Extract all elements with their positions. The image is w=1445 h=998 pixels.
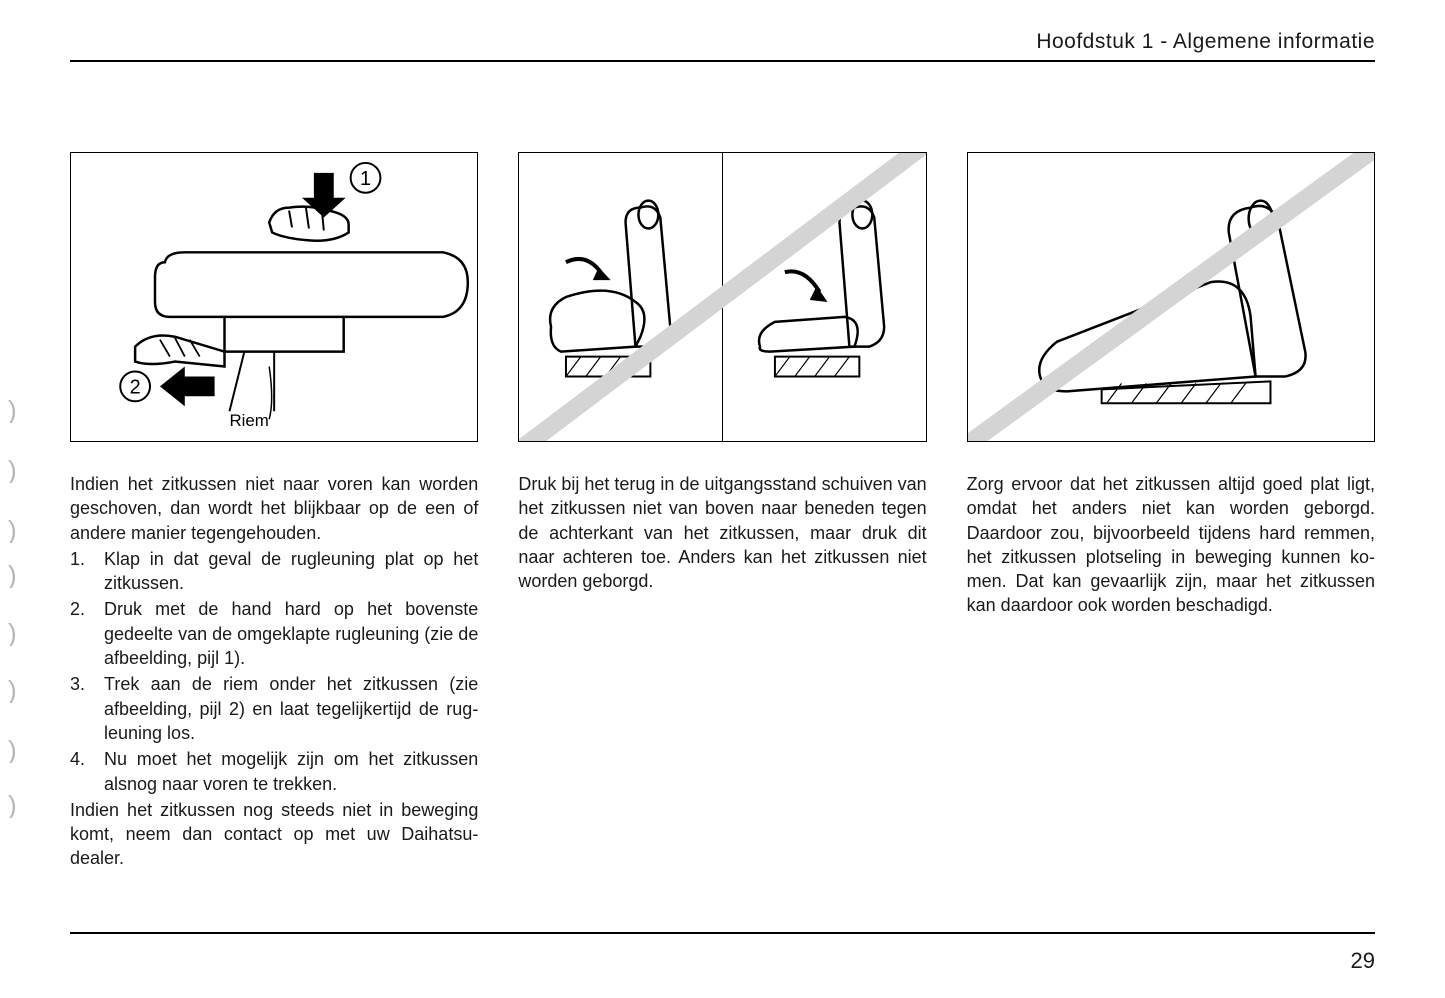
page-number: 29 <box>1351 948 1375 974</box>
scan-artifact: ) <box>8 735 22 763</box>
chapter-title: Hoofdstuk 1 - Algemene informatie <box>1036 30 1375 53</box>
figure-not-flat <box>967 152 1375 442</box>
scan-artifact: ) <box>8 560 22 588</box>
column-2: Druk bij het terug in de uitgangsstand s… <box>518 152 926 873</box>
col1-outro: Indien het zitkussen nog steeds niet in … <box>70 798 478 871</box>
col1-steps: 1.Klap in dat geval de rugleuning plat o… <box>70 547 478 796</box>
scan-artifact: ) <box>8 395 22 423</box>
svg-text:2: 2 <box>130 376 141 398</box>
figure-seat-release: 1 2 Riem <box>70 152 478 442</box>
col2-text: Druk bij het terug in de uitgangsstand s… <box>518 472 926 595</box>
list-item: 3.Trek aan de riem onder het zitkussen (… <box>70 672 478 745</box>
scan-artifact: ) <box>8 515 22 543</box>
content-columns: 1 2 Riem Indien het zitkussen niet naar … <box>70 152 1375 873</box>
figure-wrong-push <box>518 152 926 442</box>
col1-intro: Indien het zitkussen niet naar voren kan… <box>70 472 478 545</box>
list-item: 1.Klap in dat geval de rugleuning plat o… <box>70 547 478 596</box>
column-1: 1 2 Riem Indien het zitkussen niet naar … <box>70 152 478 873</box>
list-item: 4.Nu moet het mogelijk zijn om het zitku… <box>70 747 478 796</box>
column-3: Zorg ervoor dat het zitkussen altijd goe… <box>967 152 1375 873</box>
svg-text:1: 1 <box>360 168 371 190</box>
footer-rule <box>70 932 1375 934</box>
col1-text: Indien het zitkussen niet naar voren kan… <box>70 472 478 873</box>
col2-paragraph: Druk bij het terug in de uitgangsstand s… <box>518 472 926 593</box>
scan-artifact: ) <box>8 675 22 703</box>
page-header: Hoofdstuk 1 - Algemene informatie <box>70 30 1375 62</box>
list-item: 2.Druk met de hand hard op het bovenste … <box>70 597 478 670</box>
scan-artifact: ) <box>8 790 22 818</box>
scan-artifact: ) <box>8 618 22 646</box>
svg-text:Riem: Riem <box>229 411 268 430</box>
col3-text: Zorg ervoor dat het zitkussen altijd goe… <box>967 472 1375 620</box>
col3-paragraph: Zorg ervoor dat het zitkussen altijd goe… <box>967 472 1375 618</box>
scan-artifact: ) <box>8 455 22 483</box>
